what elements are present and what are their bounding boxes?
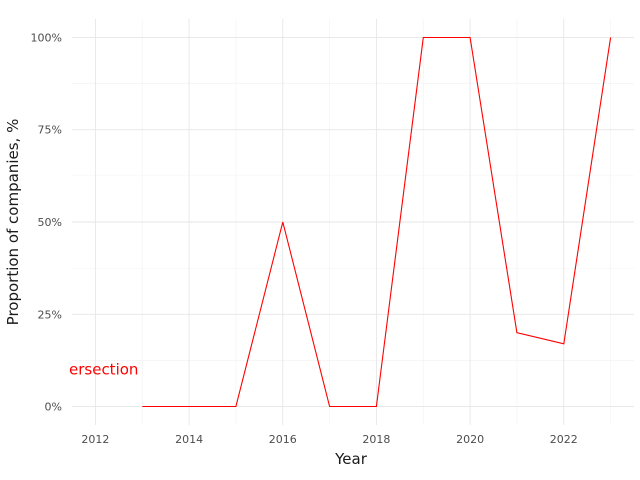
- x-tick-label: 2022: [550, 433, 578, 446]
- y-tick-label: 0%: [45, 401, 62, 414]
- y-tick-label: 100%: [31, 31, 62, 44]
- annotation-label: ersection: [69, 361, 138, 379]
- x-axis-tick-labels: 2012 2014 2016 2018 2020 2022: [81, 433, 577, 446]
- x-tick-label: 2014: [175, 433, 203, 446]
- y-tick-label: 75%: [38, 124, 62, 137]
- series-line: [142, 36, 612, 408]
- y-tick-label: 25%: [38, 308, 62, 321]
- x-axis-title: Year: [334, 450, 368, 468]
- series-layer: [142, 36, 612, 408]
- major-gridlines: [72, 19, 634, 425]
- y-axis-title: Proportion of companies, %: [4, 119, 22, 326]
- y-tick-label: 50%: [38, 216, 62, 229]
- y-axis-tick-labels: 0% 25% 50% 75% 100%: [31, 31, 62, 413]
- x-tick-label: 2018: [362, 433, 390, 446]
- annotation-layer: ersection: [69, 361, 138, 379]
- x-tick-label: 2016: [269, 433, 297, 446]
- x-tick-label: 2012: [81, 433, 109, 446]
- x-tick-label: 2020: [456, 433, 484, 446]
